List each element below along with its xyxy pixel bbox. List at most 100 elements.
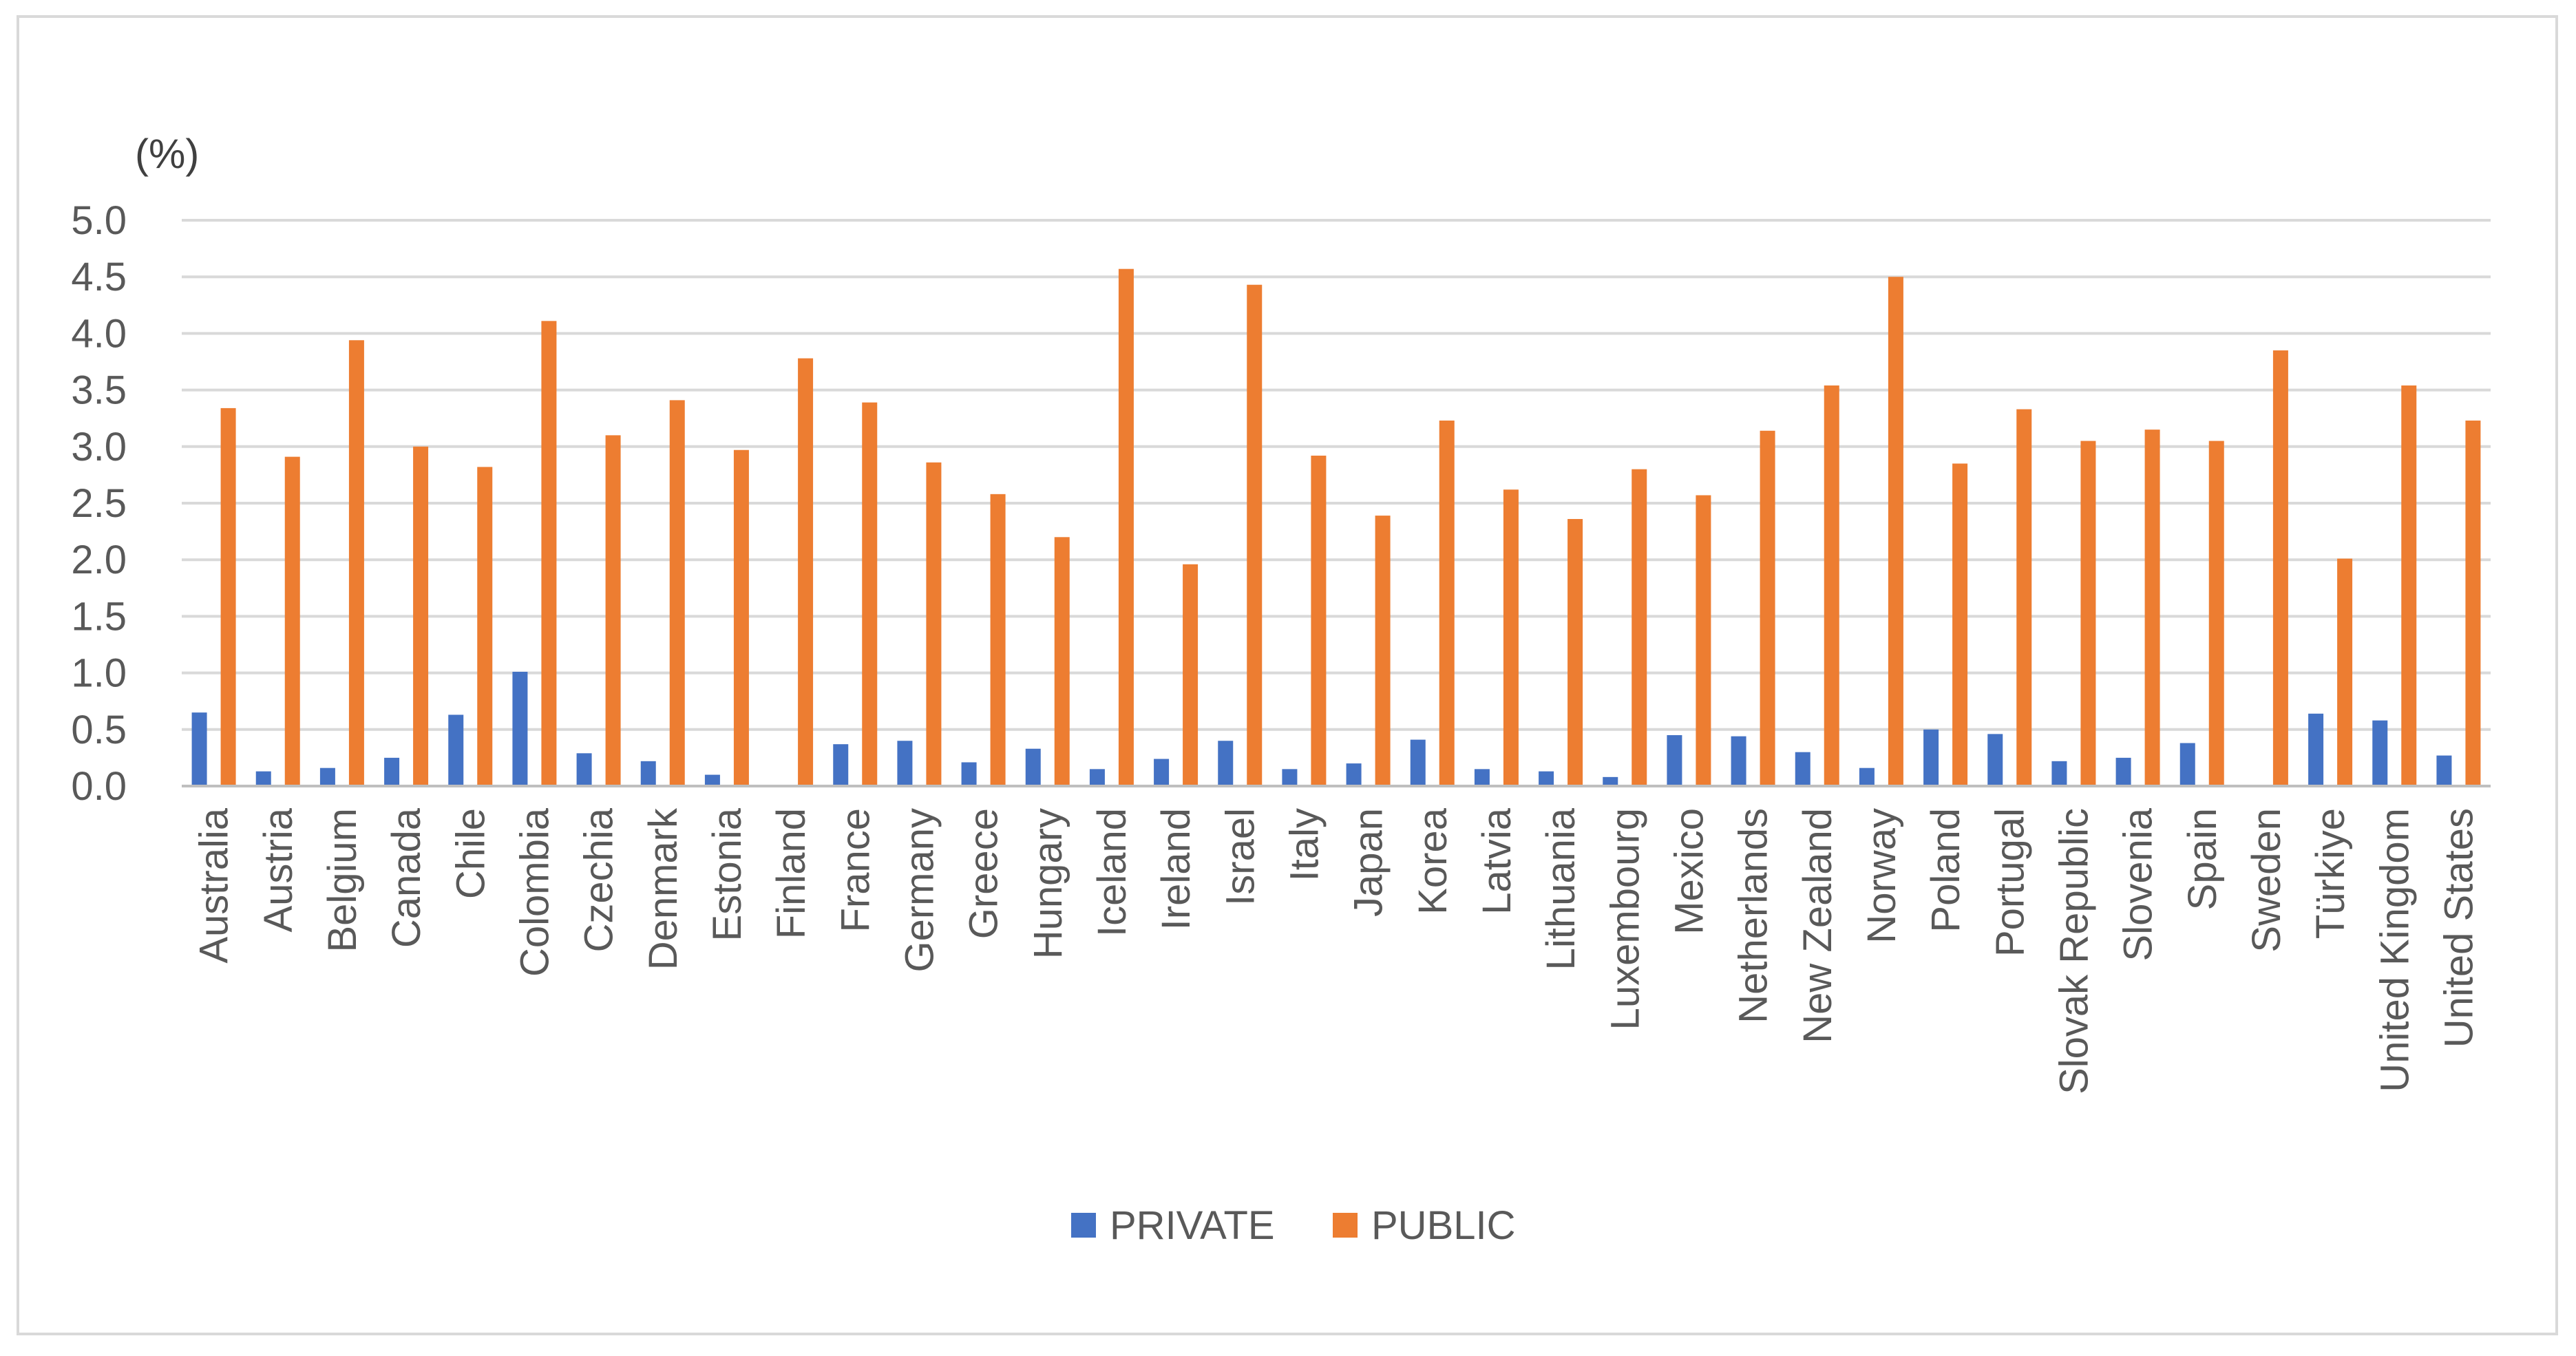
x-category-label: Lithuania xyxy=(1539,807,1583,970)
chart: 0.0 0.5 1.0 1.5 2.0 2.5 3.0 3.5 4.0 4.5 5.0 Austra… xyxy=(71,131,2491,1248)
bar-private-ireland xyxy=(1154,759,1170,786)
bar-public-norway xyxy=(1888,277,1903,786)
bar-public-japan xyxy=(1375,516,1391,786)
y-tick-label: 1.5 xyxy=(71,594,127,639)
bar-public-finland xyxy=(798,358,814,786)
bar-private-chile xyxy=(448,714,464,786)
y-tick-label: 3.0 xyxy=(71,425,127,469)
chart-frame: 0.0 0.5 1.0 1.5 2.0 2.5 3.0 3.5 4.0 4.5 5.0 Austra… xyxy=(17,15,2558,1335)
x-category-label: Hungary xyxy=(1026,808,1070,959)
y-axis-unit-label: (%) xyxy=(135,131,199,177)
bar-private-italy xyxy=(1282,769,1298,786)
bar-private-slovenia xyxy=(2115,757,2131,786)
bar-private-germany xyxy=(897,741,913,786)
bar-public-australia xyxy=(220,407,236,786)
bar-private-united-kingdom xyxy=(2372,720,2388,786)
bar-public-denmark xyxy=(669,400,685,786)
x-category-label: Norway xyxy=(1859,808,1904,944)
x-category-label: Sweden xyxy=(2244,808,2289,953)
legend-swatch-public xyxy=(1333,1213,1358,1238)
bar-public-luxembourg xyxy=(1632,469,1647,786)
bar-public-united-states xyxy=(2465,420,2481,786)
bar-private-norway xyxy=(1859,767,1875,786)
bar-public-ireland xyxy=(1183,564,1199,786)
bar-private-australia xyxy=(191,712,207,786)
y-tick-label: 3.5 xyxy=(71,368,127,413)
bar-private-united-states xyxy=(2436,755,2452,786)
bar-private-portugal xyxy=(1987,734,2003,786)
y-tick-label: 0.0 xyxy=(71,764,127,809)
bar-private-france xyxy=(833,744,849,786)
bar-private-estonia xyxy=(704,774,720,786)
bar-private-poland xyxy=(1923,729,1939,786)
y-tick-label: 4.0 xyxy=(71,311,127,356)
bar-private-belgium xyxy=(319,767,335,786)
bar-public-united-kingdom xyxy=(2401,385,2417,786)
legend-swatch-private xyxy=(1071,1213,1096,1238)
bar-private-mexico xyxy=(1667,735,1682,786)
x-category-label: Türkiye xyxy=(2308,808,2353,939)
bar-private-spain xyxy=(2179,743,2195,786)
bar-public-iceland xyxy=(1118,268,1134,786)
bar-private-greece xyxy=(961,762,977,786)
bar-private-new-zealand xyxy=(1795,752,1810,786)
x-category-label: Korea xyxy=(1411,807,1455,915)
x-category-label: Ireland xyxy=(1154,808,1199,930)
x-category-label: Portugal xyxy=(1987,808,2032,957)
y-tick-label: 2.0 xyxy=(71,538,127,582)
x-category-label: Israel xyxy=(1218,808,1263,906)
x-axis-labels: Australia Austria Belgium Canada Chile Colomb… xyxy=(192,807,2482,1094)
x-category-label: Canada xyxy=(384,807,429,948)
bar-private-luxembourg xyxy=(1603,776,1618,786)
bar-public-colombia xyxy=(541,321,557,786)
bar-private-japan xyxy=(1346,763,1362,786)
bar-private-latvia xyxy=(1474,769,1490,786)
bar-public-lithuania xyxy=(1567,519,1583,786)
x-category-label: Colombia xyxy=(512,807,557,977)
bar-public-netherlands xyxy=(1760,430,1775,786)
x-category-label: Australia xyxy=(192,807,237,963)
y-tick-label: 2.5 xyxy=(71,481,127,526)
bar-public-estonia xyxy=(733,449,749,786)
x-category-label: Estonia xyxy=(705,807,750,941)
bar-private-netherlands xyxy=(1731,736,1746,786)
bar-public-greece xyxy=(990,494,1006,786)
bar-private-austria xyxy=(255,771,271,786)
bar-public-mexico xyxy=(1696,495,1711,786)
bar-public-italy xyxy=(1311,455,1327,786)
bar-public-canada xyxy=(413,446,429,786)
x-category-label: Luxembourg xyxy=(1603,808,1647,1030)
bars xyxy=(191,268,2481,786)
bar-private-korea xyxy=(1410,739,1426,786)
bar-public-czechia xyxy=(605,435,621,786)
bar-public-sweden xyxy=(2272,350,2288,786)
bar-public-france xyxy=(862,402,878,786)
bar-private-czechia xyxy=(576,753,592,786)
bar-private-iceland xyxy=(1089,769,1105,786)
bar-public-latvia xyxy=(1503,489,1519,786)
x-category-label: Greece xyxy=(962,808,1006,939)
bar-public-belgium xyxy=(348,340,364,786)
x-category-label: Austria xyxy=(256,807,301,932)
bar-private-slovak-republic xyxy=(2051,761,2067,786)
gridlines xyxy=(182,219,2491,731)
y-axis-ticks: 0.0 0.5 1.0 1.5 2.0 2.5 3.0 3.5 4.0 4.5 5.0 xyxy=(71,198,127,809)
x-category-label: New Zealand xyxy=(1795,808,1840,1044)
bar-public-poland xyxy=(1952,463,1968,786)
bar-public-spain xyxy=(2208,441,2224,786)
bar-private-israel xyxy=(1218,741,1234,786)
x-category-label: Germany xyxy=(897,808,942,973)
x-category-label: Belgium xyxy=(320,808,365,953)
legend-label-private: PRIVATE xyxy=(1110,1203,1275,1248)
bar-private-denmark xyxy=(640,761,656,786)
y-tick-label: 4.5 xyxy=(71,255,127,299)
x-category-label: Finland xyxy=(769,808,814,939)
x-category-label: Chile xyxy=(448,808,493,899)
bar-public-chile xyxy=(477,467,493,786)
bar-public-slovenia xyxy=(2144,430,2160,786)
legend-label-public: PUBLIC xyxy=(1371,1203,1516,1248)
bar-public-israel xyxy=(1247,284,1263,786)
bar-private-colombia xyxy=(512,671,528,786)
y-tick-label: 1.0 xyxy=(71,651,127,696)
bar-public-slovak-republic xyxy=(2080,441,2096,786)
